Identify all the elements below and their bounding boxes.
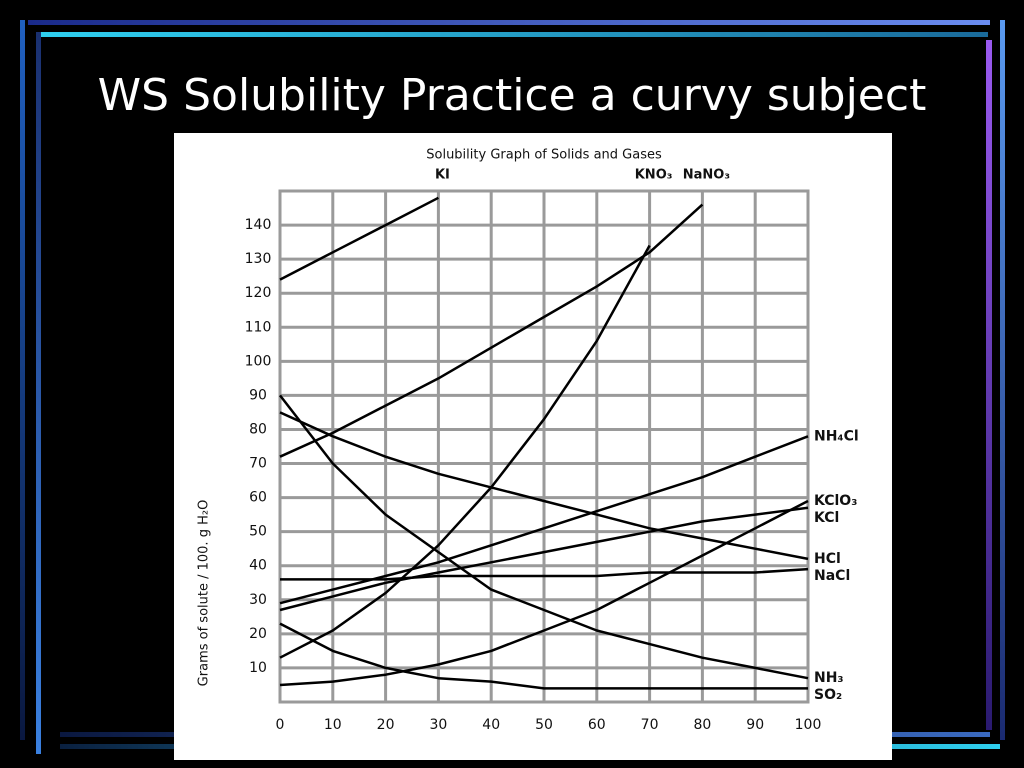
y-tick-label: 70 [249, 456, 267, 472]
x-tick-label: 50 [535, 717, 553, 733]
chart: Solubility Graph of Solids and Gases Gra… [197, 148, 859, 734]
series-label: KNO₃ [635, 168, 673, 183]
y-tick-label: 20 [249, 626, 267, 642]
x-tick-label: 30 [429, 717, 447, 733]
series-label: NaCl [814, 568, 850, 584]
y-tick-label: 80 [249, 421, 267, 437]
chart-title: Solubility Graph of Solids and Gases [426, 148, 662, 163]
y-tick-label: 10 [249, 660, 267, 676]
x-tick-label: 60 [588, 717, 606, 733]
series-label: KCl [814, 510, 839, 526]
x-tick-label: 40 [482, 717, 500, 733]
series-label: KClO₃ [814, 493, 857, 509]
y-tick-label: 100 [245, 353, 272, 369]
series-line [279, 499, 809, 687]
x-tick-label: 10 [324, 717, 342, 733]
decor-bar [28, 20, 990, 25]
x-tick-label: 70 [641, 717, 659, 733]
x-tick-label: 80 [693, 717, 711, 733]
y-tick-label: 50 [249, 524, 267, 540]
series-line [279, 196, 439, 281]
y-axis-label: Grams of solute / 100. g H₂O [197, 500, 212, 687]
y-tick-label: 130 [245, 251, 272, 267]
series-label: SO₂ [814, 687, 842, 703]
decor-bar [986, 40, 992, 730]
decor-bar [1000, 20, 1005, 740]
series-line [279, 203, 704, 458]
series-line [279, 244, 651, 659]
y-tick-label: 140 [245, 217, 272, 233]
series-label: NaNO₃ [683, 168, 730, 183]
x-tick-label: 20 [377, 717, 395, 733]
series-line [279, 506, 809, 612]
plot-frame [278, 189, 810, 704]
decor-bar [20, 20, 25, 740]
slide-title: WS Solubility Practice a curvy subject [97, 70, 927, 121]
series-line [279, 622, 808, 690]
x-tick-label: 100 [795, 717, 822, 733]
decor-bar [36, 32, 41, 754]
series-label: KI [435, 168, 450, 183]
y-tick-label: 120 [245, 285, 272, 301]
series-label: NH₃ [814, 670, 844, 686]
y-tick-label: 60 [249, 490, 267, 506]
series-line [279, 411, 809, 561]
series-label: HCl [814, 551, 841, 567]
y-tick-label: 90 [249, 387, 267, 403]
x-tick-label: 0 [276, 717, 285, 733]
series-line [279, 394, 809, 680]
x-tick-label: 90 [746, 717, 764, 733]
y-tick-label: 30 [249, 592, 267, 608]
decor-bar [36, 32, 988, 37]
chart-panel: Solubility Graph of Solids and Gases Gra… [174, 133, 892, 760]
series-line [280, 567, 809, 581]
series-label: NH₄Cl [814, 428, 859, 444]
y-tick-label: 110 [245, 319, 272, 335]
y-tick-label: 40 [249, 558, 267, 574]
